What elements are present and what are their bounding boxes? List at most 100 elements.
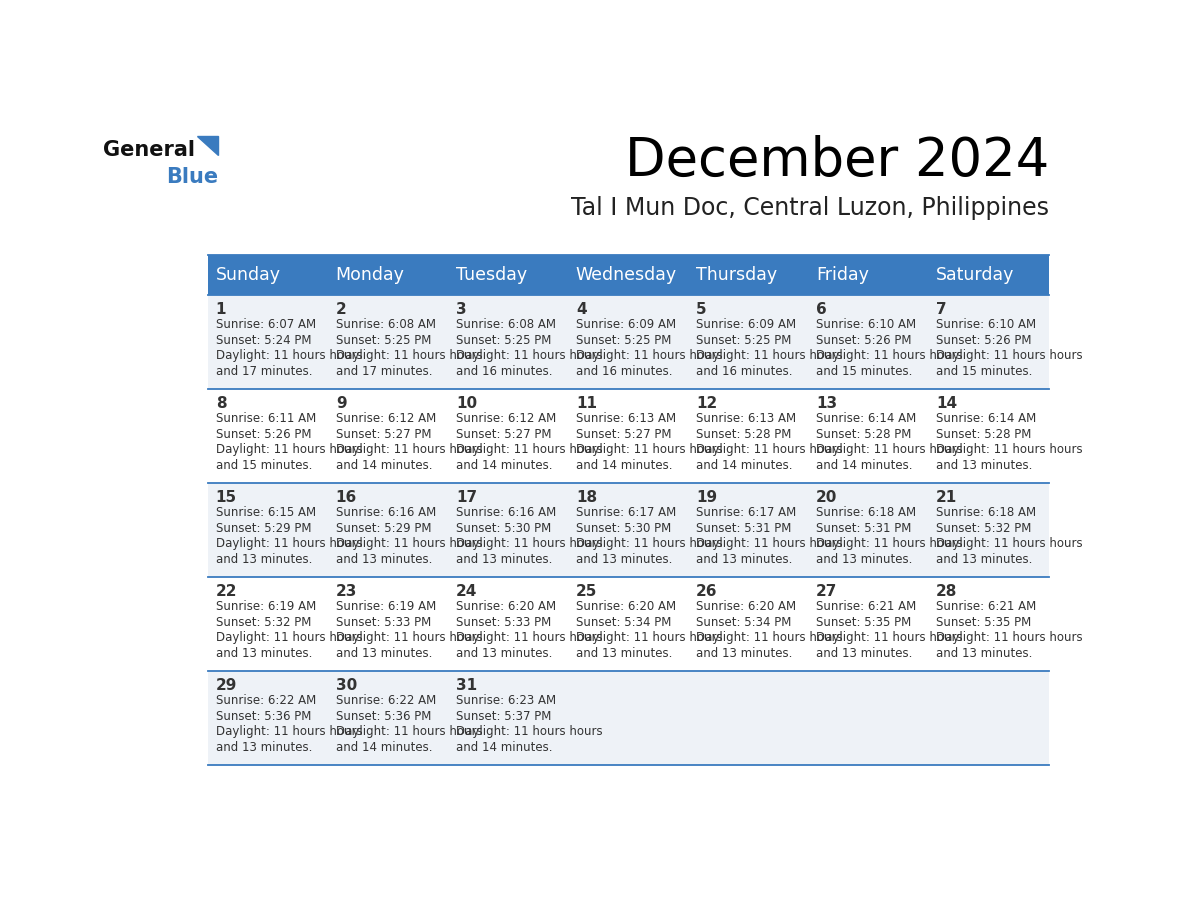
Text: 30: 30	[336, 677, 358, 693]
Text: Sunset: 5:26 PM: Sunset: 5:26 PM	[816, 333, 911, 346]
Text: Daylight: 11 hours hours: Daylight: 11 hours hours	[696, 349, 842, 362]
Text: Sunrise: 6:09 AM: Sunrise: 6:09 AM	[696, 318, 796, 331]
Text: Sunset: 5:24 PM: Sunset: 5:24 PM	[216, 333, 311, 346]
Text: 7: 7	[936, 302, 947, 317]
Text: Daylight: 11 hours hours: Daylight: 11 hours hours	[696, 631, 842, 644]
Text: Daylight: 11 hours hours: Daylight: 11 hours hours	[456, 349, 602, 362]
Text: Sunset: 5:31 PM: Sunset: 5:31 PM	[816, 521, 911, 534]
Text: 1: 1	[216, 302, 226, 317]
Text: Monday: Monday	[336, 266, 404, 285]
Text: Sunset: 5:28 PM: Sunset: 5:28 PM	[936, 428, 1031, 441]
Text: Daylight: 11 hours hours: Daylight: 11 hours hours	[696, 443, 842, 456]
Text: and 13 minutes.: and 13 minutes.	[336, 553, 432, 565]
Text: Daylight: 11 hours hours: Daylight: 11 hours hours	[216, 443, 362, 456]
Text: and 15 minutes.: and 15 minutes.	[936, 364, 1032, 377]
Text: Sunrise: 6:18 AM: Sunrise: 6:18 AM	[936, 506, 1036, 519]
Text: Daylight: 11 hours hours: Daylight: 11 hours hours	[576, 349, 722, 362]
Text: and 13 minutes.: and 13 minutes.	[576, 646, 672, 660]
Text: Sunset: 5:37 PM: Sunset: 5:37 PM	[456, 710, 551, 722]
Text: and 13 minutes.: and 13 minutes.	[696, 646, 792, 660]
Text: Sunrise: 6:20 AM: Sunrise: 6:20 AM	[456, 600, 556, 613]
Text: Sunset: 5:25 PM: Sunset: 5:25 PM	[336, 333, 431, 346]
Bar	[208, 484, 1049, 577]
Bar	[208, 577, 1049, 671]
Text: and 13 minutes.: and 13 minutes.	[696, 553, 792, 565]
Text: Sunset: 5:33 PM: Sunset: 5:33 PM	[456, 616, 551, 629]
Text: Daylight: 11 hours hours: Daylight: 11 hours hours	[456, 443, 602, 456]
Text: Blue: Blue	[166, 167, 219, 186]
Text: and 17 minutes.: and 17 minutes.	[216, 364, 312, 377]
Text: 17: 17	[456, 489, 478, 505]
Text: Sunset: 5:35 PM: Sunset: 5:35 PM	[816, 616, 911, 629]
Text: Sunset: 5:36 PM: Sunset: 5:36 PM	[216, 710, 311, 722]
Text: Sunset: 5:31 PM: Sunset: 5:31 PM	[696, 521, 791, 534]
Text: and 13 minutes.: and 13 minutes.	[216, 553, 312, 565]
Text: Sunday: Sunday	[215, 266, 280, 285]
Text: Sunrise: 6:14 AM: Sunrise: 6:14 AM	[936, 412, 1036, 425]
Bar	[449, 255, 569, 296]
Text: 27: 27	[816, 584, 838, 599]
Text: Sunset: 5:32 PM: Sunset: 5:32 PM	[216, 616, 311, 629]
Text: and 13 minutes.: and 13 minutes.	[936, 553, 1032, 565]
Text: 28: 28	[936, 584, 958, 599]
Text: 4: 4	[576, 302, 587, 317]
Text: 31: 31	[456, 677, 478, 693]
Text: 14: 14	[936, 396, 958, 410]
Text: Tal I Mun Doc, Central Luzon, Philippines: Tal I Mun Doc, Central Luzon, Philippine…	[571, 196, 1049, 220]
Text: Sunset: 5:27 PM: Sunset: 5:27 PM	[576, 428, 671, 441]
Text: Sunset: 5:29 PM: Sunset: 5:29 PM	[216, 521, 311, 534]
Text: 15: 15	[216, 489, 236, 505]
Text: 18: 18	[576, 489, 598, 505]
Text: Sunrise: 6:21 AM: Sunrise: 6:21 AM	[936, 600, 1036, 613]
Text: and 13 minutes.: and 13 minutes.	[936, 646, 1032, 660]
Text: and 14 minutes.: and 14 minutes.	[816, 459, 912, 472]
Text: 6: 6	[816, 302, 827, 317]
Text: and 13 minutes.: and 13 minutes.	[336, 646, 432, 660]
Text: General: General	[102, 140, 195, 160]
Text: Sunrise: 6:19 AM: Sunrise: 6:19 AM	[216, 600, 316, 613]
Text: and 13 minutes.: and 13 minutes.	[576, 553, 672, 565]
Text: and 16 minutes.: and 16 minutes.	[696, 364, 792, 377]
Text: Sunrise: 6:07 AM: Sunrise: 6:07 AM	[216, 318, 316, 331]
Text: 20: 20	[816, 489, 838, 505]
Text: Sunset: 5:25 PM: Sunset: 5:25 PM	[576, 333, 671, 346]
Text: Sunrise: 6:12 AM: Sunrise: 6:12 AM	[336, 412, 436, 425]
Text: and 14 minutes.: and 14 minutes.	[576, 459, 672, 472]
Text: Daylight: 11 hours hours: Daylight: 11 hours hours	[696, 537, 842, 550]
Text: Sunrise: 6:08 AM: Sunrise: 6:08 AM	[456, 318, 556, 331]
Text: Daylight: 11 hours hours: Daylight: 11 hours hours	[336, 443, 482, 456]
Text: Daylight: 11 hours hours: Daylight: 11 hours hours	[936, 631, 1082, 644]
Text: Daylight: 11 hours hours: Daylight: 11 hours hours	[456, 631, 602, 644]
Bar	[208, 255, 328, 296]
Text: Sunset: 5:30 PM: Sunset: 5:30 PM	[456, 521, 551, 534]
Text: December 2024: December 2024	[625, 135, 1049, 187]
Text: and 13 minutes.: and 13 minutes.	[816, 553, 912, 565]
Text: Sunset: 5:26 PM: Sunset: 5:26 PM	[216, 428, 311, 441]
Text: Sunrise: 6:10 AM: Sunrise: 6:10 AM	[816, 318, 916, 331]
Text: and 13 minutes.: and 13 minutes.	[456, 646, 552, 660]
Text: Sunrise: 6:17 AM: Sunrise: 6:17 AM	[696, 506, 796, 519]
Text: Sunset: 5:27 PM: Sunset: 5:27 PM	[336, 428, 431, 441]
Text: Sunrise: 6:11 AM: Sunrise: 6:11 AM	[216, 412, 316, 425]
Bar	[328, 255, 449, 296]
Text: Sunset: 5:36 PM: Sunset: 5:36 PM	[336, 710, 431, 722]
Text: Sunrise: 6:15 AM: Sunrise: 6:15 AM	[216, 506, 316, 519]
Text: Sunrise: 6:10 AM: Sunrise: 6:10 AM	[936, 318, 1036, 331]
Text: Sunrise: 6:09 AM: Sunrise: 6:09 AM	[576, 318, 676, 331]
Text: Sunrise: 6:22 AM: Sunrise: 6:22 AM	[336, 694, 436, 707]
Text: Daylight: 11 hours hours: Daylight: 11 hours hours	[216, 349, 362, 362]
Text: Sunrise: 6:19 AM: Sunrise: 6:19 AM	[336, 600, 436, 613]
Text: 26: 26	[696, 584, 718, 599]
Text: Sunset: 5:26 PM: Sunset: 5:26 PM	[936, 333, 1031, 346]
Bar	[929, 255, 1049, 296]
Bar	[569, 255, 689, 296]
Text: Daylight: 11 hours hours: Daylight: 11 hours hours	[576, 443, 722, 456]
Text: and 13 minutes.: and 13 minutes.	[216, 646, 312, 660]
Text: 9: 9	[336, 396, 347, 410]
Text: Sunrise: 6:20 AM: Sunrise: 6:20 AM	[576, 600, 676, 613]
Text: Daylight: 11 hours hours: Daylight: 11 hours hours	[336, 631, 482, 644]
Text: Sunrise: 6:22 AM: Sunrise: 6:22 AM	[216, 694, 316, 707]
Text: Sunrise: 6:08 AM: Sunrise: 6:08 AM	[336, 318, 436, 331]
Text: Sunrise: 6:18 AM: Sunrise: 6:18 AM	[816, 506, 916, 519]
Text: Daylight: 11 hours hours: Daylight: 11 hours hours	[336, 725, 482, 738]
